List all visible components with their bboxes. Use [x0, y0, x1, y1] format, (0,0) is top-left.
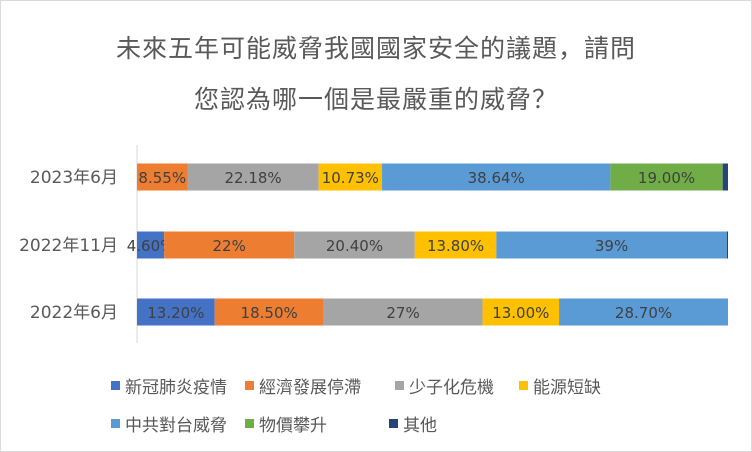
data-label: 28.70% [615, 304, 672, 322]
bar-segment [382, 163, 611, 191]
bar-segment [559, 298, 728, 326]
data-label: 39% [595, 237, 628, 255]
bar-segment [496, 231, 727, 259]
legend-swatch [245, 381, 254, 390]
bar-segment [726, 231, 728, 259]
legend-label: 物價攀升 [259, 416, 327, 436]
legend-item: 中共對台威脅 [111, 411, 227, 436]
data-label: 13.20% [147, 304, 204, 322]
data-label: 4.60% [127, 237, 175, 255]
bar-segment [482, 298, 560, 326]
data-label: 13.80% [427, 237, 484, 255]
data-label: 27% [386, 304, 419, 322]
legend-swatch [519, 381, 528, 390]
legend-swatch [111, 381, 120, 390]
bar-segment [610, 163, 723, 191]
legend-label: 中共對台威脅 [125, 416, 227, 436]
legend-swatch [111, 419, 120, 428]
category-label: 2023年6月 [30, 168, 118, 188]
legend-label: 新冠肺炎疫情 [125, 378, 227, 398]
legend-label: 其他 [403, 416, 437, 436]
bar-segment [137, 231, 165, 259]
data-label: 22% [213, 237, 246, 255]
data-label: 18.50% [241, 304, 298, 322]
legend-item: 其他 [389, 411, 437, 436]
data-label: 8.55% [138, 169, 186, 187]
category-label: 2022年11月 [19, 236, 118, 256]
legend-item: 少子化危機 [395, 373, 494, 398]
bar-segment [294, 231, 415, 259]
bar-segment [323, 298, 483, 326]
legend-label: 少子化危機 [409, 378, 494, 398]
data-label: 10.73% [322, 169, 379, 187]
legend-label: 能源短缺 [533, 378, 601, 398]
legend-swatch [389, 419, 398, 428]
data-label: 20.40% [326, 237, 383, 255]
bar-segment [137, 163, 188, 191]
legend-swatch [245, 419, 254, 428]
legend-label: 經濟發展停滯 [259, 378, 361, 398]
chart-title-line-2: 您認為哪一個是最嚴重的威脅？ [193, 85, 558, 114]
bar-segment [164, 231, 295, 259]
data-label: 22.18% [224, 169, 281, 187]
bar-segment [722, 163, 728, 191]
chart-title-line-1: 未來五年可能威脅我國國家安全的議題，請問 [115, 34, 636, 63]
data-label: 13.00% [492, 304, 549, 322]
legend-swatch [395, 381, 404, 390]
legend-item: 能源短缺 [519, 373, 601, 398]
bar-segment [137, 298, 215, 326]
category-label: 2022年6月 [30, 303, 118, 323]
data-label: 19.00% [638, 169, 695, 187]
legend-item: 經濟發展停滯 [245, 373, 361, 398]
legend-item: 物價攀升 [245, 411, 327, 436]
bar-segment [187, 163, 319, 191]
legend-item: 新冠肺炎疫情 [111, 373, 227, 398]
bar-segment [214, 298, 324, 326]
bar-segment [318, 163, 383, 191]
data-label: 38.64% [468, 169, 525, 187]
bar-segment [414, 231, 497, 259]
